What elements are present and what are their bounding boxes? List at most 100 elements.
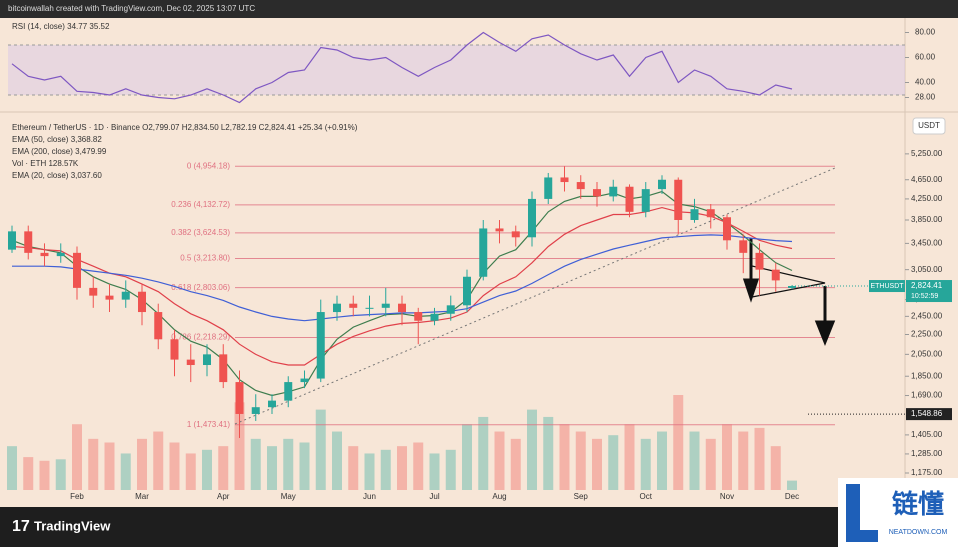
volume-bar xyxy=(689,431,700,490)
watermark-sub: NEATDOWN.COM xyxy=(889,529,948,536)
volume-bar xyxy=(185,453,196,490)
y-tick-label: 3,050.00 xyxy=(911,265,943,274)
candle-body xyxy=(186,359,195,366)
symbol-tag xyxy=(869,280,905,293)
candle-body xyxy=(446,305,455,314)
volume-bar xyxy=(153,431,164,490)
volume-bar xyxy=(332,431,342,490)
price-tag xyxy=(906,280,952,303)
candle-body xyxy=(170,339,179,360)
candle-body xyxy=(544,177,553,199)
candle-body xyxy=(316,312,325,379)
volume-bar xyxy=(543,416,554,490)
volume-bar xyxy=(88,438,99,490)
candle-body xyxy=(706,209,715,218)
candle-body xyxy=(625,186,634,212)
volume-bar xyxy=(770,446,781,490)
candle-body xyxy=(414,312,423,321)
fib-label: 0.618 (2,803.06) xyxy=(171,283,230,292)
candle-body xyxy=(528,198,536,238)
y-tick-label: 1,175.00 xyxy=(911,468,943,477)
marked-level-tag xyxy=(906,408,952,421)
candle-body xyxy=(300,378,309,383)
volume-bar xyxy=(445,449,456,490)
volume-bar xyxy=(39,460,50,490)
brand: TradingView xyxy=(34,518,111,533)
x-tick-label: Jul xyxy=(429,492,439,501)
candle-body xyxy=(251,407,260,414)
volume-bar xyxy=(23,457,34,490)
volume-bar xyxy=(218,446,229,490)
candle-body xyxy=(56,252,65,257)
legend-entry: EMA (200, close) 3,479.99 xyxy=(12,147,107,156)
volume-bar xyxy=(673,395,684,490)
candle-body xyxy=(479,228,488,277)
volume-bar xyxy=(104,442,115,490)
legend-entry: EMA (20, close) 3,037.60 xyxy=(12,171,102,180)
volume-bar xyxy=(624,424,635,490)
legend-entry: Ethereum / TetherUS · 1D · Binance O2,79… xyxy=(12,123,358,132)
candle-body xyxy=(739,240,748,253)
candle-body xyxy=(463,276,471,306)
candle-body xyxy=(430,313,439,321)
candle-body xyxy=(40,252,49,257)
y-tick-label: 1,405.00 xyxy=(911,430,943,439)
volume-bar xyxy=(234,402,245,490)
trendline xyxy=(234,167,836,425)
x-tick-label: Oct xyxy=(640,492,653,501)
candle-body xyxy=(641,189,650,212)
fib-label: 0.5 (3,213.80) xyxy=(180,254,230,263)
legend-entry: Vol · ETH 128.57K xyxy=(12,159,79,168)
marked-level-label: 1,548.86 xyxy=(911,409,943,418)
candle-body xyxy=(658,179,666,190)
candle-body xyxy=(788,286,796,288)
y-tick-label: 1,285.00 xyxy=(911,449,943,458)
currency-button[interactable] xyxy=(912,117,946,135)
y-tick-label: 3,850.00 xyxy=(911,215,943,224)
volume-bar xyxy=(202,449,212,490)
candle-body xyxy=(755,252,764,270)
volume-bar xyxy=(510,438,521,490)
candle-body xyxy=(495,228,504,232)
candle-body xyxy=(609,186,618,197)
volume-bar xyxy=(738,431,749,490)
volume-bar xyxy=(72,424,82,490)
arrow-2 xyxy=(814,286,836,347)
candle-body xyxy=(138,291,146,313)
candle-body xyxy=(121,291,130,300)
candle-body xyxy=(8,231,16,250)
y-tick-label: 4,650.00 xyxy=(911,175,943,184)
rsi-band xyxy=(8,45,905,95)
rsi-tick-label: 40.00 xyxy=(915,78,936,87)
rsi-tick-label: 60.00 xyxy=(915,53,936,62)
rsi-line xyxy=(11,31,793,104)
candle-body xyxy=(723,217,731,241)
x-tick-label: Mar xyxy=(135,492,149,501)
y-tick-label: 3,450.00 xyxy=(911,238,943,247)
y-tick-label: 2,250.00 xyxy=(911,330,943,339)
x-tick-label: May xyxy=(281,492,296,501)
volume-bar xyxy=(705,438,716,490)
candle-body xyxy=(690,209,699,220)
candle-body xyxy=(73,252,81,288)
arrow-1 xyxy=(742,238,760,303)
volume-bar xyxy=(364,453,375,490)
volume-bar xyxy=(169,442,180,490)
candle-body xyxy=(398,303,406,313)
candle-body xyxy=(203,354,211,366)
watermark-title: 链懂 xyxy=(892,489,944,519)
candle-body xyxy=(24,231,33,253)
legend-entry: EMA (50, close) 3,368.82 xyxy=(12,135,102,144)
volume-bar xyxy=(137,438,147,490)
x-tick-label: Apr xyxy=(217,492,230,501)
volume-bar xyxy=(267,446,277,490)
candle-body xyxy=(349,303,358,308)
volume-bar xyxy=(120,453,131,490)
fib-label: 0.236 (4,132.72) xyxy=(171,200,230,209)
y-tick-label: 1,690.00 xyxy=(911,391,943,400)
candle-body xyxy=(674,179,683,220)
x-tick-label: Nov xyxy=(720,492,734,501)
y-tick-label: 1,850.00 xyxy=(911,371,943,380)
candle-body xyxy=(381,303,390,308)
